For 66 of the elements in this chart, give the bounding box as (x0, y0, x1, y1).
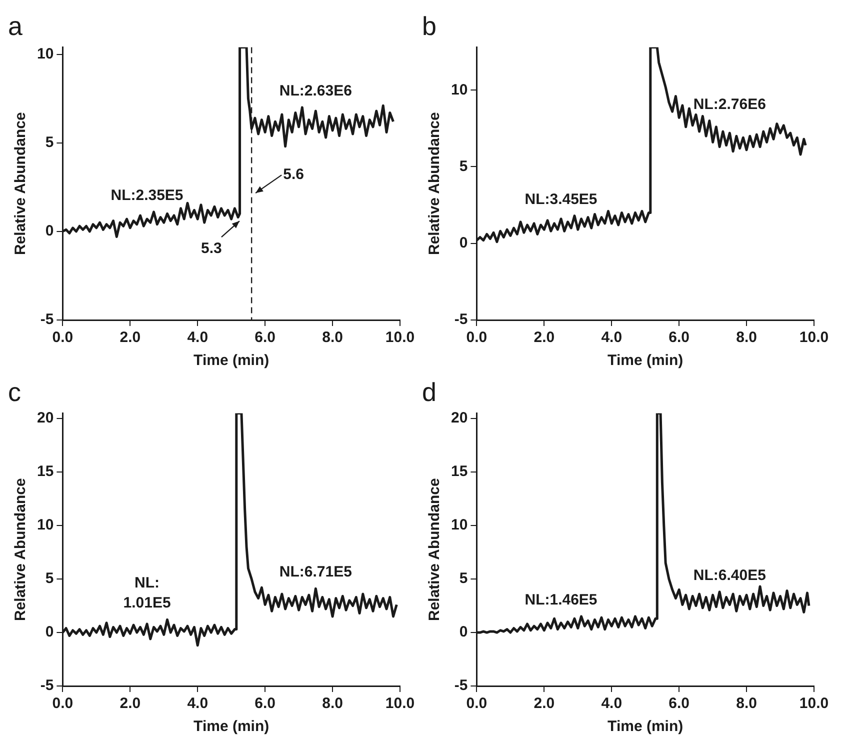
x-tick-label: 8.0 (322, 695, 343, 712)
y-axis-title: Relative Abundance (426, 478, 444, 622)
ref-line-label: 5.6 (283, 166, 304, 184)
y-tick-label: -5 (454, 677, 468, 694)
y-tick-label: 0 (45, 222, 54, 240)
x-tick-label: 0.0 (52, 329, 74, 346)
x-tick-label: 2.0 (534, 695, 555, 712)
x-tick-label: 10.0 (799, 329, 829, 346)
y-tick-label: 10 (450, 81, 468, 98)
x-tick-label: 6.0 (668, 329, 690, 346)
x-tick-label: 0.0 (52, 695, 74, 712)
y-tick-label: 0 (459, 234, 468, 252)
x-tick-label: 6.0 (254, 695, 276, 712)
annotation: 5.3 (201, 240, 222, 258)
y-tick-label: 0 (459, 624, 468, 641)
x-tick-label: 4.0 (187, 329, 208, 346)
y-axis-title: Relative Abundance (12, 112, 30, 256)
annotation: NL:1.46E5 (524, 591, 598, 608)
chart-title: d (422, 376, 436, 407)
y-axis-title: Relative Abundance (12, 478, 30, 622)
y-tick-label: 5 (459, 570, 468, 588)
y-axis-title: Relative Abundance (426, 112, 444, 256)
annotation: NL:6.40E5 (693, 566, 766, 584)
x-tick-label: 10.0 (385, 329, 415, 346)
y-tick-label: 20 (36, 410, 54, 427)
x-tick-label: 2.0 (120, 329, 141, 346)
annotation: NL:3.45E5 (524, 190, 598, 208)
x-tick-label: 6.0 (254, 329, 276, 346)
x-tick-label: 8.0 (736, 695, 757, 712)
x-tick-label: 4.0 (187, 695, 208, 712)
x-tick-label: 0.0 (466, 329, 488, 346)
annotation: NL:2.35E5 (110, 186, 184, 204)
y-tick-label: 10 (450, 516, 468, 534)
y-tick-label: 5 (459, 158, 468, 175)
annotation: NL:6.71E5 (279, 564, 352, 581)
chart-title: a (8, 10, 23, 41)
x-tick-label: 2.0 (534, 329, 555, 346)
x-tick-label: 4.0 (601, 329, 622, 346)
y-tick-label: -5 (40, 677, 54, 694)
x-axis-title: Time (min) (194, 718, 270, 736)
x-tick-label: 4.0 (601, 695, 622, 712)
x-tick-label: 2.0 (120, 695, 141, 712)
y-tick-label: -5 (454, 311, 468, 328)
x-axis-title: Time (min) (194, 352, 270, 370)
x-axis-title: Time (min) (608, 352, 684, 370)
y-tick-label: 20 (450, 410, 468, 427)
y-tick-label: 5 (45, 134, 54, 151)
x-tick-label: 8.0 (322, 329, 343, 346)
annotation: NL:2.63E6 (279, 82, 352, 100)
x-tick-label: 8.0 (736, 329, 757, 346)
y-tick-label: -5 (40, 311, 54, 328)
x-tick-label: 6.0 (668, 695, 690, 712)
y-tick-label: 10 (36, 45, 54, 62)
x-tick-label: 10.0 (385, 695, 415, 712)
y-tick-label: 15 (36, 463, 54, 480)
x-axis-title: Time (min) (608, 718, 684, 736)
annotation: NL: 1.01E5 (123, 574, 171, 612)
chart-title: c (8, 376, 21, 407)
y-tick-label: 5 (45, 570, 54, 588)
chart-title: b (422, 10, 436, 41)
annotation: NL:2.76E6 (693, 96, 766, 113)
y-tick-label: 0 (45, 624, 54, 641)
x-tick-label: 0.0 (466, 695, 488, 712)
x-tick-label: 10.0 (799, 695, 829, 712)
y-tick-label: 15 (450, 463, 468, 480)
y-tick-label: 10 (36, 516, 54, 534)
